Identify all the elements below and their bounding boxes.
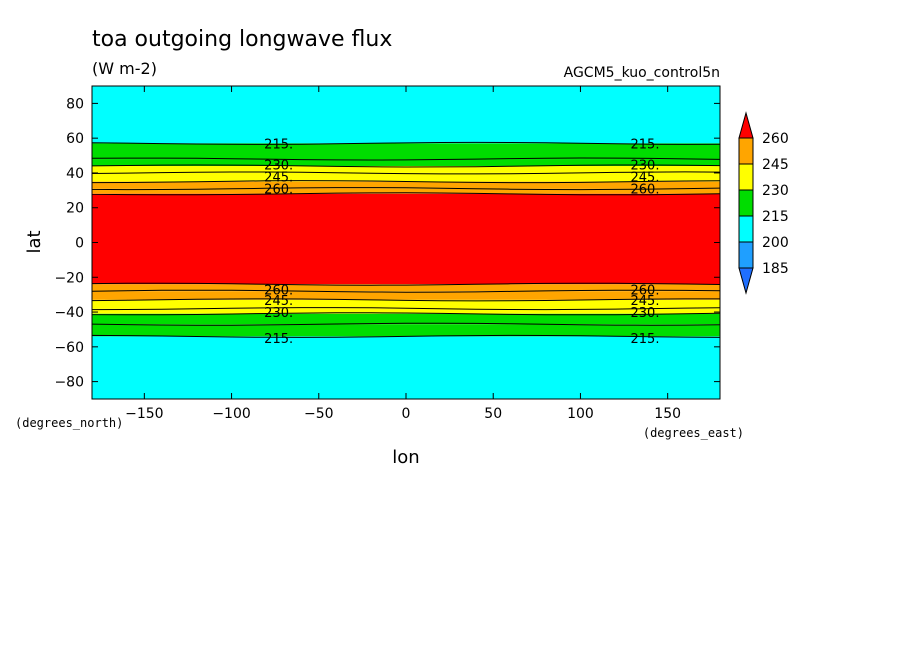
contour-label: 260.	[631, 183, 660, 198]
y-tick-label: 20	[66, 201, 84, 217]
y-unit-label: (degrees_north)	[15, 416, 123, 430]
x-tick-label: −100	[212, 406, 250, 422]
x-unit-label: (degrees_east)	[643, 426, 744, 440]
y-tick-label: 40	[66, 166, 84, 182]
contour-label: 230.	[264, 158, 293, 173]
band	[92, 143, 720, 160]
y-tick-label: −40	[54, 305, 84, 321]
contour-line	[91, 157, 721, 161]
colorbar-tick-label: 200	[762, 235, 789, 251]
contour-line	[91, 192, 721, 196]
y-axis-label: lat	[24, 230, 45, 253]
contour-line	[91, 334, 721, 338]
contour-label: 230.	[631, 306, 660, 321]
x-axis-label: lon	[392, 447, 419, 468]
band	[92, 336, 720, 399]
experiment-name: AGCM5_kuo_control5n	[564, 65, 720, 81]
chart-title: toa outgoing longwave flux	[92, 27, 392, 52]
y-tick-label: 0	[75, 236, 84, 252]
colorbar-tick-label: 215	[762, 209, 789, 225]
band	[92, 188, 720, 194]
y-tick-label: 80	[66, 96, 84, 112]
colorbar-bottom-triangle	[738, 267, 754, 295]
x-tick-label: 0	[402, 406, 411, 422]
x-tick-label: 50	[484, 406, 502, 422]
contour-label: 260.	[264, 283, 293, 298]
y-tick-label: −80	[54, 375, 84, 391]
contour-lines	[91, 141, 721, 338]
y-axis: 80 60 40 20 0 −20 −40 −60 −80	[54, 96, 720, 391]
plot-area	[92, 86, 720, 399]
colorbar-box	[738, 215, 754, 243]
contour-label: 245.	[631, 294, 660, 309]
band	[92, 172, 720, 182]
contour-line	[91, 171, 721, 175]
band	[92, 159, 720, 166]
contour-label: 215.	[631, 137, 660, 152]
contour-line	[91, 289, 721, 293]
contour-line	[91, 180, 721, 184]
colorbar: 260 245 230 215 200 185	[738, 111, 789, 295]
contour-labels: 215. 215.230. 230.245. 245.260. 260.260. 260.…	[264, 137, 659, 347]
contour-label: 230.	[264, 306, 293, 321]
colorbar-box	[738, 189, 754, 217]
chart-units: (W m-2)	[92, 59, 157, 78]
contour-label: 215.	[264, 137, 293, 152]
x-tick-label: 100	[567, 406, 594, 422]
colorbar-box	[738, 163, 754, 191]
contour-label: 245.	[264, 294, 293, 309]
contour-line	[91, 322, 721, 326]
x-axis: −150 −100 −50 0 50 100 150	[125, 86, 681, 422]
colorbar-tick-label: 230	[762, 183, 789, 199]
contour-line	[91, 312, 721, 316]
band	[92, 284, 720, 292]
band	[92, 193, 720, 285]
colorbar-top-triangle	[738, 111, 754, 139]
contour-line	[91, 307, 721, 311]
y-tick-label: −20	[54, 270, 84, 286]
colorbar-box	[738, 241, 754, 269]
contour-label: 260.	[631, 283, 660, 298]
colorbar-box	[738, 137, 754, 165]
band	[92, 291, 720, 300]
x-tick-label: −150	[125, 406, 163, 422]
contour-line	[91, 164, 721, 168]
band	[92, 324, 720, 337]
colorbar-tick-label: 260	[762, 131, 789, 147]
contour-label: 245.	[264, 170, 293, 185]
contour-line	[91, 282, 721, 286]
contour-label: 215.	[264, 332, 293, 347]
x-tick-label: −50	[304, 406, 334, 422]
contour-line	[91, 187, 721, 191]
x-tick-label: 150	[654, 406, 681, 422]
band	[92, 86, 720, 144]
band	[92, 313, 720, 325]
contour-line	[91, 298, 720, 302]
y-tick-label: 60	[66, 131, 84, 147]
colorbar-tick-label: 245	[762, 157, 789, 173]
band	[92, 299, 720, 309]
contour-label: 245.	[631, 170, 660, 185]
colorbar-tick-label: 185	[762, 261, 789, 277]
band	[92, 308, 720, 314]
contour-line	[91, 141, 721, 145]
band	[92, 165, 720, 173]
band	[92, 181, 720, 189]
contour-label: 230.	[631, 158, 660, 173]
y-tick-label: −60	[54, 340, 84, 356]
contour-label: 260.	[264, 183, 293, 198]
contour-label: 215.	[631, 332, 660, 347]
